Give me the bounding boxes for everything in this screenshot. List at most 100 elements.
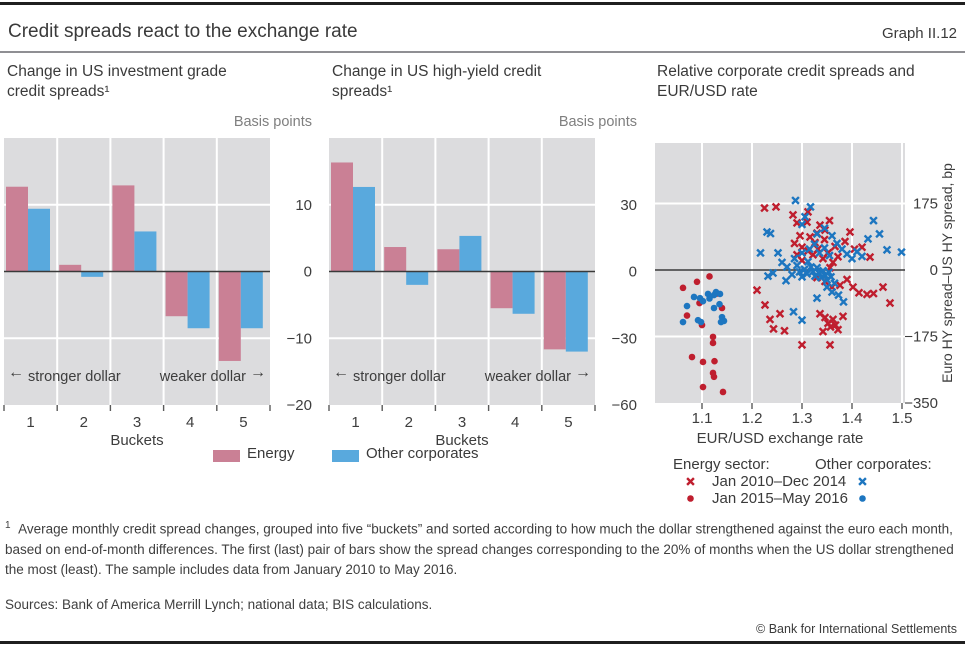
- bar-other-corporates: [81, 271, 104, 277]
- svg-text:−350: −350: [904, 395, 938, 412]
- bar-energy: [437, 249, 460, 272]
- svg-text:10: 10: [295, 197, 312, 214]
- scatter-dot-marker: [693, 278, 701, 286]
- bar-energy: [384, 247, 407, 272]
- scatter-x-marker: [833, 252, 843, 261]
- scatter-legend-row-2010-2014: Jan 2010–Dec 2014: [712, 473, 847, 490]
- scatter-x-marker: [781, 276, 791, 285]
- scatter-x-marker: [820, 235, 829, 244]
- scatter-legend-header-energy: Energy sector:: [673, 456, 770, 473]
- bars: [331, 162, 588, 352]
- scatter-x-marker: [845, 227, 855, 237]
- scatter-x-marker: [790, 239, 799, 248]
- svg-text:4: 4: [511, 414, 519, 431]
- scatter-dot-marker: [706, 295, 713, 302]
- bar-energy: [6, 186, 28, 272]
- svg-text:1: 1: [351, 414, 359, 431]
- svg-text:3: 3: [458, 414, 466, 431]
- scatter-x-marker: [822, 282, 832, 292]
- scatter-x-marker: [840, 237, 850, 246]
- scatter-x-marker: [782, 262, 792, 272]
- bar-energy: [112, 185, 135, 272]
- svg-text:30: 30: [620, 197, 637, 214]
- scatter-dot-marker: [679, 318, 687, 326]
- scatter-x-marker: [865, 252, 875, 262]
- axis: 1 2 3 4 5 30 0 −30 −60 Buckets: [328, 197, 637, 447]
- scatter-dot-marker: [711, 357, 718, 365]
- scatter-x-marker: [780, 326, 789, 336]
- legend-swatch-energy: [213, 450, 240, 462]
- scatter-x-marker: [834, 290, 843, 300]
- scatter-dot-marker: [690, 293, 698, 301]
- bar-other-corporates: [28, 208, 50, 272]
- svg-text:1.5: 1.5: [892, 410, 913, 427]
- bar-energy: [490, 271, 513, 309]
- scatter-dot-marker: [716, 290, 724, 298]
- bar-energy: [165, 271, 188, 317]
- scatter-x-marker: [827, 231, 837, 241]
- axis: 1 2 3 4 5 10 0 −10 −20 Buckets: [3, 197, 312, 447]
- legend-label-other-corporates: Other corporates: [366, 445, 479, 462]
- scatter-x-marker: [792, 261, 802, 270]
- scatter-x-marker: [775, 309, 785, 318]
- scatter-dot-marker: [719, 388, 727, 396]
- scatter-dot-marker: [683, 302, 691, 310]
- footnote-text: Average monthly credit spread changes, g…: [5, 521, 954, 577]
- scatter-x-marker: [825, 216, 834, 225]
- scatter-x-marker: [857, 252, 867, 261]
- scatter-x-marker: [797, 315, 807, 325]
- svg-text:−20: −20: [287, 397, 312, 414]
- scatter-x-marker: [820, 223, 829, 233]
- svg-text:−10: −10: [287, 330, 312, 347]
- unit-label-basis-points-middle: Basis points: [558, 114, 637, 130]
- scatter-x-marker: [826, 322, 835, 332]
- panel-title-scatter: Relative corporate credit spreads and EU…: [657, 63, 915, 100]
- svg-text:2: 2: [80, 414, 88, 431]
- scatter-x-marker: [897, 247, 906, 257]
- axis: 1.1 1.2 1.3 1.4 1.5 175 0 −175 −350 EUR/USD excha…: [692, 163, 955, 447]
- footnote: 1 Average monthly credit spread changes,…: [5, 516, 957, 580]
- scatter-x-marker: [858, 477, 867, 486]
- scatter-x-marker: [790, 254, 799, 263]
- scatter-x-marker: [848, 282, 858, 292]
- scatter-x-marker: [806, 202, 815, 212]
- svg-text:175: 175: [913, 196, 938, 213]
- scatter-x-marker: [752, 285, 762, 295]
- svg-text:3: 3: [133, 414, 141, 431]
- bar-other-corporates: [187, 271, 210, 329]
- dollar-direction-annotation: ← stronger dollar weaker dollar →: [8, 364, 266, 385]
- scatter-x-marker: [839, 297, 848, 307]
- scatter-x-marker: [763, 271, 773, 281]
- scatter-x-marker: [802, 217, 812, 227]
- scatter-x-marker: [787, 270, 797, 279]
- bar-energy: [331, 162, 353, 272]
- scatter-dot-marker: [679, 284, 687, 292]
- scatter-x-marker: [820, 313, 830, 322]
- scatter-x-marker: [771, 202, 781, 212]
- scatter-x-marker: [773, 248, 783, 258]
- scatter-x-marker: [828, 315, 838, 324]
- svg-text:EUR/USD exchange rate: EUR/USD exchange rate: [697, 430, 864, 447]
- scatter-x-marker: [835, 280, 845, 290]
- scatter-x-marker: [788, 210, 798, 220]
- page-title: Credit spreads react to the exchange rat…: [8, 21, 358, 42]
- svg-text:0: 0: [930, 262, 938, 279]
- gridlines: [655, 143, 905, 403]
- bar-other-corporates: [512, 271, 535, 314]
- scatter-dot-marker: [699, 297, 707, 305]
- dollar-direction-annotation: ← stronger dollar weaker dollar →: [333, 364, 591, 385]
- scatter-x-marker: [765, 315, 775, 324]
- svg-text:2: 2: [405, 414, 413, 431]
- title-divider: [0, 51, 965, 53]
- scatter-x-marker: [826, 272, 836, 282]
- scatter-x-marker: [869, 216, 878, 225]
- bottom-rule: [0, 641, 965, 644]
- legend-swatch-other-corporates: [332, 450, 359, 462]
- scatter-dot-marker: [699, 358, 707, 366]
- scatter-x-marker: [831, 320, 840, 330]
- scatter-x-marker: [869, 289, 878, 298]
- scatter-x-marker: [760, 203, 769, 213]
- scatter-x-marker: [797, 272, 807, 282]
- scatter-x-marker: [814, 268, 824, 278]
